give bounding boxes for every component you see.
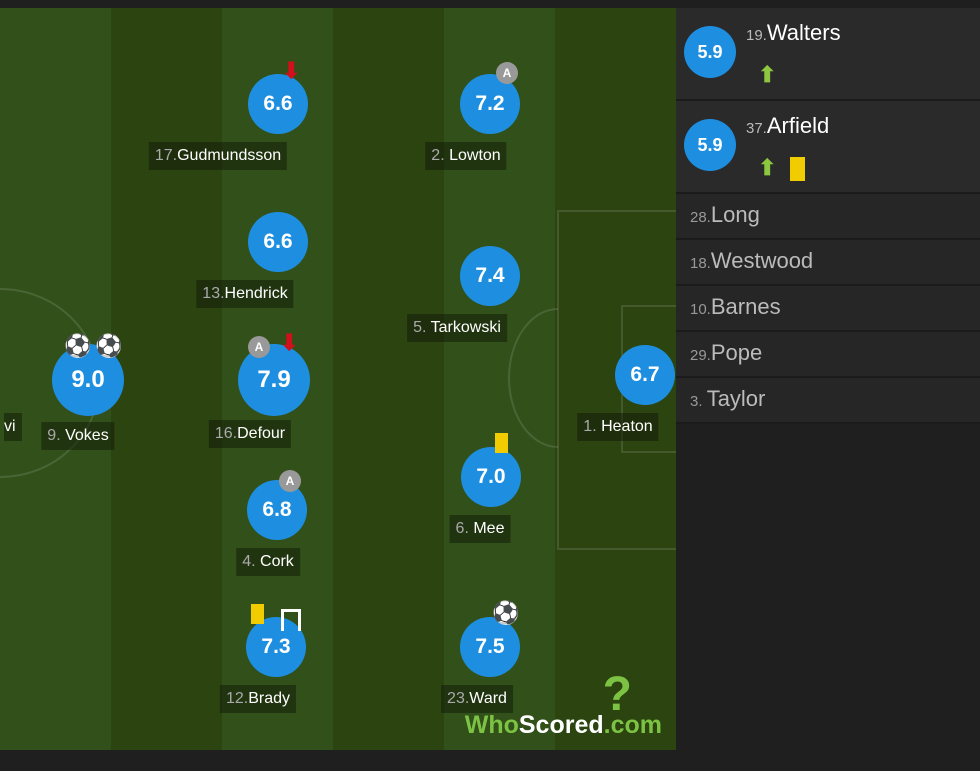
substitutes-panel: 5.9 19.Walters ⬆ 5.9 37.Arfield ⬆ 28.Lon…: [676, 8, 980, 424]
rating: 7.3: [246, 617, 306, 677]
player-name: 17.Gudmundsson: [148, 142, 288, 170]
rating: 7.9: [238, 344, 310, 416]
yellow-card-icon: [495, 433, 508, 453]
sub-walters[interactable]: 5.9 19.Walters ⬆: [676, 8, 980, 101]
rating: 7.4: [460, 246, 520, 306]
sub-off-arrow-icon: ⬇: [280, 330, 299, 355]
pitch: vi 6.6 ⬇ 17.Gudmundsson 7.2 A 2. Lowton …: [0, 8, 676, 750]
player-name: 12.Brady: [219, 685, 297, 713]
captain-badge-icon: A: [496, 62, 518, 84]
player-name: 37.Arfield: [746, 113, 830, 138]
rating: 7.2: [460, 74, 520, 134]
rating: 7.5: [460, 617, 520, 677]
player-name: 19.Walters: [746, 20, 841, 45]
rating: 7.0: [461, 447, 521, 507]
sub-off-arrow-icon: ⬇: [282, 58, 301, 83]
player-name: 13.Hendrick: [196, 280, 294, 308]
goal-ball-icon: ⚽: [95, 333, 123, 358]
sub-barnes[interactable]: 10.Barnes: [676, 286, 980, 332]
player-name: 2. Lowton: [425, 142, 507, 170]
rating: 6.6: [248, 212, 308, 272]
rating: 5.9: [684, 119, 736, 171]
whoscored-logo: ? WhoScored.com: [464, 668, 662, 739]
sub-pope[interactable]: 29.Pope: [676, 332, 980, 378]
player-name: 5. Tarkowski: [407, 314, 507, 342]
rating: 5.9: [684, 26, 736, 78]
sub-westwood[interactable]: 18.Westwood: [676, 240, 980, 286]
yellow-card-icon: [790, 157, 805, 181]
yellow-card-icon: [251, 604, 264, 624]
goal-ball-icon: ⚽: [64, 333, 92, 358]
player-name-partial: vi: [4, 413, 22, 441]
sub-on-arrow-icon: ⬆: [758, 155, 777, 180]
assist-icon: [281, 609, 301, 631]
player-name: 9. Vokes: [41, 422, 115, 450]
player-name: 6. Mee: [449, 515, 511, 543]
sub-taylor[interactable]: 3. Taylor: [676, 378, 980, 424]
rating: 6.8: [247, 480, 307, 540]
player-name: 1. Heaton: [577, 413, 659, 441]
player-name: 16.Defour: [208, 420, 292, 448]
sub-arfield[interactable]: 5.9 37.Arfield ⬆: [676, 101, 980, 194]
sub-long[interactable]: 28.Long: [676, 194, 980, 240]
player-name: 23.Ward: [441, 685, 513, 713]
captain-badge-icon: A: [248, 336, 270, 358]
penalty-box: [557, 210, 676, 550]
sub-on-arrow-icon: ⬆: [758, 62, 777, 87]
captain-badge-icon: A: [279, 470, 301, 492]
rating: 6.6: [248, 74, 308, 134]
player-name: 4. Cork: [236, 548, 300, 576]
rating: 6.7: [615, 345, 675, 405]
goal-ball-icon: ⚽: [492, 600, 520, 625]
